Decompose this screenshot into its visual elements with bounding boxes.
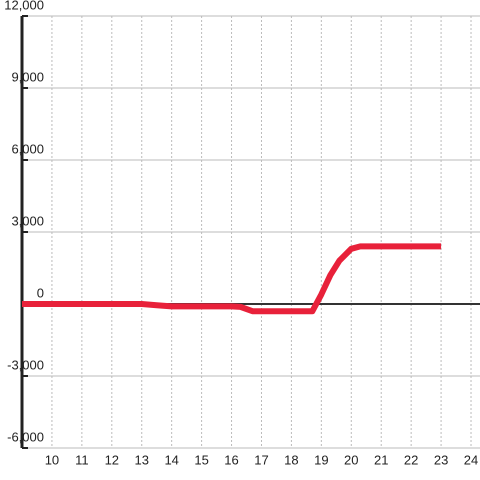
x-tick-label: 15: [194, 452, 208, 467]
x-tick-label: 21: [374, 452, 388, 467]
y-tick-label: 0: [37, 285, 44, 300]
y-tick-label: -3,000: [7, 357, 44, 372]
y-tick-label: 12,000: [4, 0, 44, 12]
x-tick-label: 17: [254, 452, 268, 467]
x-tick-label: 23: [434, 452, 448, 467]
line-series: [22, 243, 442, 315]
x-tick-label: 11: [75, 452, 89, 467]
x-tick-label: 10: [45, 452, 59, 467]
x-tick-label: 14: [164, 452, 178, 467]
x-tick-label: 20: [344, 452, 358, 467]
y-tick-label: -6,000: [7, 429, 44, 444]
y-tick-label: 3,000: [11, 213, 44, 228]
y-tick-label: 6,000: [11, 141, 44, 156]
x-tick-label: 13: [135, 452, 149, 467]
x-tick-label: 19: [314, 452, 328, 467]
x-tick-label: 12: [105, 452, 119, 467]
x-tick-label: 16: [224, 452, 238, 467]
x-tick-label: 18: [284, 452, 298, 467]
x-tick-label: 22: [404, 452, 418, 467]
x-tick-label: 24: [464, 452, 478, 467]
y-tick-label: 9,000: [11, 69, 44, 84]
